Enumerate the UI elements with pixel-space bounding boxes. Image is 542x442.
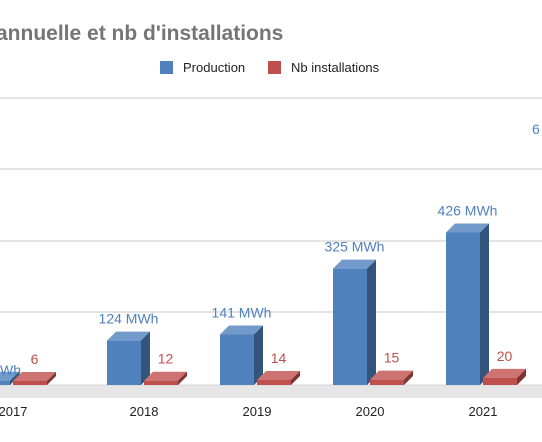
data-label-clipped: 6	[532, 121, 540, 137]
chart-title: annuelle et nb d'installations	[0, 22, 283, 45]
data-label-nb-installations-2021: 20	[497, 348, 513, 364]
legend-label-production: Production	[183, 60, 245, 75]
bar-nb-installations-2018	[144, 371, 187, 385]
bar-nb-installations-2019	[257, 370, 300, 385]
bar-production-2017	[0, 371, 19, 385]
x-tick-2021: 2021	[469, 404, 498, 419]
floor-plane	[0, 385, 542, 398]
bar-production-2020	[333, 259, 376, 385]
x-tick-2018: 2018	[130, 404, 159, 419]
legend: Production Nb installations	[160, 60, 380, 75]
x-axis-tick-labels: 2017 2018 2019 2020 2021	[0, 404, 497, 419]
bar-production-2021	[446, 223, 489, 385]
legend-swatch-nb-installations	[268, 61, 281, 74]
data-label-nb-installations-2019: 14	[271, 350, 287, 366]
bar-production-2018	[107, 331, 150, 385]
data-label-production-2020: 325 MWh	[325, 239, 385, 255]
bar-production-2019	[220, 325, 263, 385]
bar-nb-installations-2017	[13, 372, 56, 385]
x-tick-2019: 2019	[243, 404, 272, 419]
x-tick-2017: 2017	[0, 404, 27, 419]
bar-nb-installations-2020	[370, 370, 413, 385]
data-label-nb-installations-2017: 6	[31, 351, 39, 367]
legend-label-nb-installations: Nb installations	[291, 60, 380, 75]
bars	[0, 223, 526, 385]
bar-nb-installations-2021	[483, 368, 526, 385]
legend-swatch-production	[160, 61, 173, 74]
data-label-nb-installations-2020: 15	[384, 350, 400, 366]
data-labels: Wh 6 124 MWh 12 141 MWh 14 325 MWh 15 426 MWh 20	[0, 202, 512, 378]
data-label-nb-installations-2018: 12	[158, 351, 174, 367]
x-tick-2020: 2020	[356, 404, 385, 419]
chart-floor	[0, 384, 542, 398]
data-label-production-2018: 124 MWh	[99, 311, 159, 327]
data-label-production-2021: 426 MWh	[438, 202, 498, 218]
data-label-production-2019: 141 MWh	[212, 305, 272, 321]
data-label-production-2017: Wh	[0, 362, 21, 378]
